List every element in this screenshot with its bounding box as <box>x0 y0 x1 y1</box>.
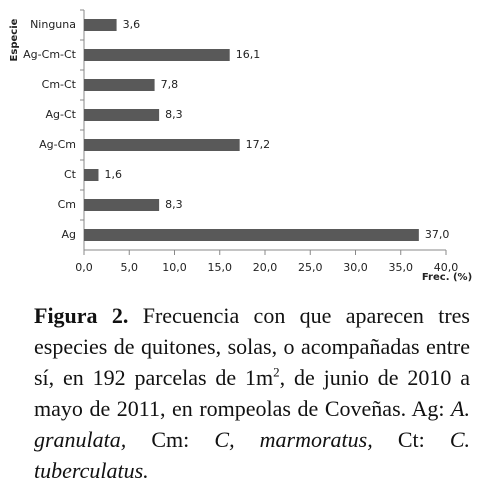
bar <box>84 199 160 211</box>
y-tick-label: Ag-Cm <box>39 138 76 151</box>
x-tick-label: 25,0 <box>298 261 323 274</box>
caption-superscript: 2 <box>273 364 280 380</box>
bar <box>84 169 99 181</box>
y-tick-label: Cm <box>58 198 76 211</box>
value-label: 8,3 <box>165 198 183 211</box>
caption-species: C, marmoratus, <box>214 427 373 452</box>
caption-species: A. granulata, <box>34 396 470 452</box>
x-tick-label: 40,0 <box>434 261 459 274</box>
x-tick-label: 35,0 <box>389 261 414 274</box>
caption-label: Figura 2. <box>34 303 129 328</box>
value-label: 16,1 <box>236 48 261 61</box>
caption-species: C. tuberculatus. <box>34 427 471 483</box>
caption-text: Ct: <box>372 427 450 452</box>
y-tick-label: Ag-Ct <box>46 108 77 121</box>
x-tick-label: 30,0 <box>343 261 368 274</box>
y-tick-label: Ninguna <box>30 18 76 31</box>
y-tick-label: Ag-Cm-Ct <box>23 48 77 61</box>
y-tick-label: Ct <box>64 168 77 181</box>
bar <box>84 19 117 31</box>
y-tick-label: Ag <box>61 228 76 241</box>
x-axis-title: Frec. (%) <box>422 272 472 283</box>
bar <box>84 139 240 151</box>
value-label: 17,2 <box>246 138 271 151</box>
caption: Figura 2. Frecuencia con que aparecen tr… <box>34 300 470 486</box>
chart: Especie Frec. (%) 0,0 5,0 10,0 15,0 20,0 25,0… <box>9 9 472 283</box>
y-axis-title: Especie <box>9 18 20 61</box>
bar <box>84 109 160 121</box>
y-tick-label: Cm-Ct <box>42 78 77 91</box>
caption-text: , de junio de 2010 a mayo de 2011, en ro… <box>34 365 470 421</box>
x-tick-label: 5,0 <box>121 261 139 274</box>
value-label: 8,3 <box>165 108 183 121</box>
caption-text: Cm: <box>126 427 215 452</box>
bar <box>84 49 230 61</box>
x-tick-label: 10,0 <box>162 261 187 274</box>
caption-text: Frecuencia con que aparecen tres especie… <box>34 303 470 390</box>
x-tick-label: 15,0 <box>208 261 233 274</box>
bar <box>84 79 155 91</box>
value-label: 37,0 <box>425 228 450 241</box>
x-tick-label: 20,0 <box>253 261 278 274</box>
value-label: 7,8 <box>161 78 179 91</box>
bar <box>84 229 419 241</box>
value-label: 3,6 <box>123 18 141 31</box>
x-tick-label: 0,0 <box>75 261 93 274</box>
value-label: 1,6 <box>104 168 122 181</box>
